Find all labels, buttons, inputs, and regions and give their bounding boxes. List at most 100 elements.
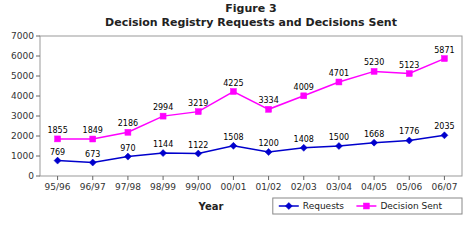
marker — [265, 149, 272, 156]
y-tick-label: 2000 — [11, 131, 34, 141]
y-tick — [36, 36, 40, 37]
x-tick — [409, 176, 410, 180]
x-tick — [374, 176, 375, 180]
data-label: 1776 — [399, 127, 419, 136]
y-tick-label: 3000 — [11, 111, 34, 121]
marker — [90, 136, 96, 142]
data-label: 5123 — [399, 61, 419, 70]
chart: Figure 3Decision Registry Requests and D… — [0, 0, 470, 235]
marker — [160, 113, 166, 119]
marker — [300, 144, 307, 151]
data-label: 1408 — [294, 135, 314, 144]
x-tick-label: 02/03 — [291, 182, 317, 192]
data-label: 1200 — [258, 139, 278, 148]
legend-label: Decision Sent — [380, 201, 442, 211]
legend-marker — [363, 203, 369, 209]
x-tick-label: 01/02 — [256, 182, 282, 192]
marker — [406, 71, 412, 77]
x-tick — [163, 176, 164, 180]
y-tick — [36, 136, 40, 137]
data-label: 1500 — [329, 133, 349, 142]
marker — [336, 79, 342, 85]
y-tick-label: 5000 — [11, 71, 34, 81]
y-tick — [36, 116, 40, 117]
data-label: 3334 — [258, 96, 278, 105]
legend: Requests Decision Sent — [273, 198, 462, 214]
x-tick-label: 96/97 — [80, 182, 106, 192]
marker — [230, 89, 236, 95]
marker — [195, 109, 201, 115]
x-tick-label: 00/01 — [220, 182, 246, 192]
x-tick — [198, 176, 199, 180]
marker — [335, 143, 342, 150]
subtitle: Decision Registry Requests and Decisions… — [105, 16, 397, 29]
x-tick-label: 98/99 — [150, 182, 176, 192]
x-tick-label: 04/05 — [361, 182, 387, 192]
marker — [160, 150, 167, 157]
data-label: 970 — [120, 144, 135, 153]
marker — [441, 132, 448, 139]
data-label: 769 — [50, 148, 65, 157]
x-tick — [92, 176, 93, 180]
x-tick — [338, 176, 339, 180]
x-tick-label: 99/00 — [185, 182, 211, 192]
y-tick — [36, 96, 40, 97]
legend-marker — [285, 203, 292, 210]
y-tick — [36, 156, 40, 157]
y-tick-label: 4000 — [11, 91, 34, 101]
data-label: 1849 — [83, 126, 103, 135]
x-tick — [303, 176, 304, 180]
data-label: 673 — [85, 150, 100, 159]
data-label: 1668 — [364, 130, 384, 139]
y-tick — [36, 176, 40, 177]
x-tick — [268, 176, 269, 180]
plot-frame — [40, 36, 462, 176]
data-label: 1144 — [153, 140, 173, 149]
data-label: 2035 — [434, 122, 454, 131]
x-tick — [57, 176, 58, 180]
y-tick-label: 0 — [28, 171, 34, 181]
data-label: 2186 — [118, 119, 138, 128]
legend-label: Requests — [303, 201, 345, 211]
marker — [125, 129, 131, 135]
y-tick-label: 1000 — [11, 151, 34, 161]
data-label: 1855 — [47, 126, 67, 135]
data-labels: 7696739701144112215081200140815001668177… — [47, 46, 454, 159]
marker — [371, 68, 377, 74]
marker — [301, 93, 307, 99]
x-tick-label: 97/98 — [115, 182, 141, 192]
title: Figure 3 — [225, 2, 276, 15]
x-tick — [233, 176, 234, 180]
line — [58, 135, 445, 162]
x-tick — [127, 176, 128, 180]
marker — [371, 139, 378, 146]
line — [58, 59, 445, 139]
x-tick-label: 95/96 — [45, 182, 71, 192]
marker — [195, 150, 202, 157]
x-axis-label: Year — [198, 201, 224, 212]
x-tick-label: 05/06 — [396, 182, 422, 192]
data-label: 5230 — [364, 58, 384, 67]
data-label: 4009 — [294, 83, 314, 92]
marker — [266, 106, 272, 112]
x-tick-label: 06/07 — [431, 182, 457, 192]
x-tick-label: 03/04 — [326, 182, 352, 192]
y-tick-label: 6000 — [11, 51, 34, 61]
marker — [406, 137, 413, 144]
data-label: 1122 — [188, 141, 208, 150]
data-label: 4701 — [329, 69, 349, 78]
y-tick — [36, 76, 40, 77]
marker — [124, 153, 131, 160]
plot-area — [54, 56, 448, 166]
marker — [55, 136, 61, 142]
marker — [441, 56, 447, 62]
legend-frame — [273, 198, 462, 214]
marker — [230, 142, 237, 149]
y-tick — [36, 56, 40, 57]
marker — [89, 159, 96, 166]
data-label: 3219 — [188, 99, 208, 108]
data-label: 4225 — [223, 79, 243, 88]
y-tick-label: 7000 — [11, 31, 34, 41]
data-label: 2994 — [153, 103, 173, 112]
x-tick — [444, 176, 445, 180]
